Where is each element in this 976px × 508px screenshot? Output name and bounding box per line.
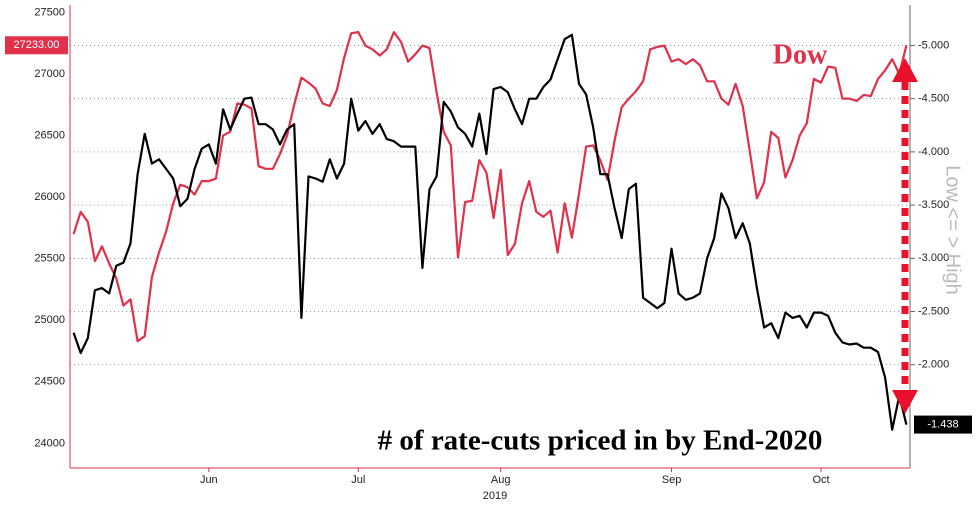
y-tick-label: 25000 bbox=[34, 314, 65, 326]
y2-tick-label: -5.000 bbox=[918, 39, 949, 51]
y2-tick-label: -4.000 bbox=[918, 146, 949, 158]
x-tick-label: Aug bbox=[491, 474, 511, 486]
series-line bbox=[72, 33, 908, 431]
y-tick-label: 27500 bbox=[34, 6, 65, 18]
y2-tick-label: -3.500 bbox=[918, 199, 949, 211]
y-tick-label: 24000 bbox=[34, 437, 65, 449]
y2-tick-label: -4.500 bbox=[918, 93, 949, 105]
range-arrow bbox=[892, 58, 918, 414]
x-tick-label: Jul bbox=[351, 474, 365, 486]
y2-tick-label: -3.000 bbox=[918, 252, 949, 264]
y2-tick-label: -2.500 bbox=[918, 305, 949, 317]
y-tick-label: 25500 bbox=[34, 253, 65, 265]
y-tick-label: 26000 bbox=[34, 191, 65, 203]
plot-layer: 24000 24500 25000 25500 26000 26500 27000 27500… bbox=[5, 6, 972, 486]
x-tick-label: Sep bbox=[662, 474, 682, 486]
x-tick-label: Jun bbox=[200, 474, 218, 486]
value-label-box bbox=[914, 415, 972, 434]
rate-cuts-annotation: # of rate-cuts priced in by End-2020 bbox=[378, 425, 823, 457]
y-tick-label: 24500 bbox=[34, 376, 65, 388]
value-label: 27233.00 bbox=[14, 39, 60, 51]
dow-annotation: Dow bbox=[773, 39, 828, 70]
y2-axis-label: Low <= > High bbox=[942, 165, 964, 295]
x-axis-label: 2019 bbox=[483, 490, 507, 502]
x-tick-label: Oct bbox=[812, 474, 829, 486]
y-tick-label: 27000 bbox=[34, 68, 65, 80]
y-tick-label: 26500 bbox=[34, 129, 65, 141]
value-label-box bbox=[5, 36, 68, 55]
series-line bbox=[72, 31, 908, 343]
value-label: -1.438 bbox=[927, 418, 958, 430]
y2-tick-label: -2.000 bbox=[918, 359, 949, 371]
